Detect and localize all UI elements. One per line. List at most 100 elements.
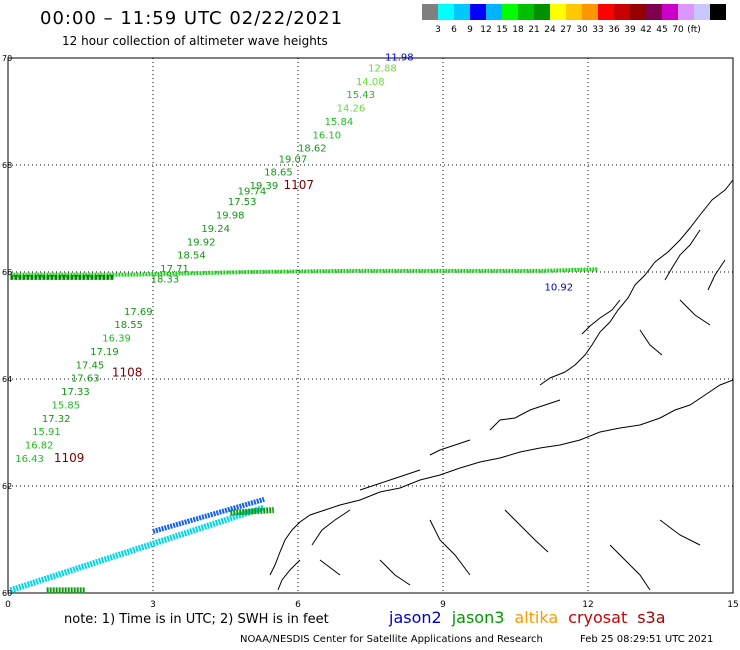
coastline bbox=[269, 179, 734, 591]
scale-label: 9 bbox=[467, 25, 473, 35]
note-text: note: 1) Time is in UTC; 2) SWH is in fe… bbox=[64, 612, 329, 627]
scale-swatch bbox=[534, 4, 550, 20]
scale-label: 42 bbox=[640, 25, 652, 35]
coastline-segment bbox=[311, 509, 351, 546]
coastline-segment bbox=[277, 559, 301, 591]
track-value-label: 12.88 bbox=[368, 63, 397, 74]
track-value-label: 18.55 bbox=[114, 320, 143, 331]
coastline-segment bbox=[664, 229, 701, 281]
scale-swatch bbox=[486, 4, 502, 20]
track-value-label: 18.65 bbox=[264, 168, 293, 179]
track-value-label: 1109 bbox=[54, 451, 85, 465]
track-horizontal bbox=[10, 267, 598, 277]
footer-credit: NOAA/NESDIS Center for Satellite Applica… bbox=[240, 634, 543, 645]
scale-label: 12 bbox=[480, 25, 492, 35]
legend-cryosat: cryosat bbox=[568, 608, 628, 627]
scale-swatch bbox=[566, 4, 582, 20]
track-value-label: 1108 bbox=[112, 365, 143, 379]
scale-swatch bbox=[646, 4, 662, 20]
scale-label: 33 bbox=[592, 25, 604, 35]
satellite-tracks bbox=[9, 267, 598, 594]
track-value-label: 19.07 bbox=[279, 154, 308, 165]
track-value-label: 19.24 bbox=[201, 224, 230, 235]
scale-swatch bbox=[694, 4, 710, 20]
track-value-label: 16.82 bbox=[25, 441, 54, 452]
axis-ticks: 0 3 6 9 12 15 70 68 66 64 62 60 bbox=[2, 54, 739, 610]
track-value-label: 15.84 bbox=[325, 117, 354, 128]
map-title: 00:00 – 11:59 UTC 02/22/2021 bbox=[40, 8, 344, 29]
y-tick-label: 66 bbox=[2, 268, 12, 277]
track-value-label: 17.63 bbox=[71, 374, 100, 385]
footer-timestamp: Feb 25 08:29:51 UTC 2021 bbox=[580, 634, 714, 645]
scale-label: 27 bbox=[560, 25, 572, 35]
satellite-legend: jason2 jason3 altika cryosat s3a bbox=[389, 608, 676, 627]
scale-swatch bbox=[438, 4, 454, 20]
legend-jason3: jason3 bbox=[451, 608, 505, 627]
track-value-label: 1107 bbox=[284, 178, 315, 192]
x-tick-label: 6 bbox=[295, 600, 301, 610]
coastline-segment bbox=[269, 379, 734, 576]
x-tick-label: 9 bbox=[440, 600, 446, 610]
track-value-label: 16.43 bbox=[15, 454, 44, 465]
track-value-label: 10.92 bbox=[545, 283, 574, 294]
coastline-segment bbox=[639, 329, 663, 356]
x-tick-label: 15 bbox=[727, 600, 738, 610]
track-value-label: 19.98 bbox=[216, 211, 245, 222]
scale-label: 70 bbox=[672, 25, 684, 35]
scale-label: 3 bbox=[435, 25, 441, 35]
scale-swatch bbox=[630, 4, 646, 20]
coastline-segment bbox=[429, 519, 471, 576]
coastline-segment bbox=[539, 179, 734, 386]
scale-label: 39 bbox=[624, 25, 636, 35]
coastline-segment bbox=[489, 399, 561, 431]
y-tick-label: 68 bbox=[2, 161, 12, 170]
scale-label: 15 bbox=[496, 25, 508, 35]
track-value-label: 19.74 bbox=[238, 186, 267, 197]
scale-label: 6 bbox=[451, 25, 457, 35]
track-value-label: 15.91 bbox=[32, 427, 61, 438]
track-value-label: 17.71 bbox=[160, 264, 189, 275]
track-value-label: 14.26 bbox=[337, 104, 366, 115]
x-tick-label: 12 bbox=[582, 600, 593, 610]
legend-s3a: s3a bbox=[637, 608, 666, 627]
map-subtitle: 12 hour collection of altimeter wave hei… bbox=[62, 34, 328, 48]
legend-jason2: jason2 bbox=[389, 608, 442, 627]
track-value-label: 16.10 bbox=[313, 130, 342, 141]
coastline-segment bbox=[707, 259, 726, 291]
scale-swatch bbox=[662, 4, 678, 20]
track-value-label: 17.32 bbox=[42, 414, 71, 425]
scale-label: 24 bbox=[544, 25, 556, 35]
scale-swatch bbox=[598, 4, 614, 20]
scale-label: 30 bbox=[576, 25, 588, 35]
coastline-segment bbox=[379, 559, 411, 586]
plot-frame bbox=[7, 57, 734, 594]
coastline-segment bbox=[429, 439, 471, 456]
coastline-segment bbox=[679, 299, 711, 326]
grid-lines bbox=[7, 57, 734, 594]
track-value-label: 16.39 bbox=[102, 334, 131, 345]
scale-swatch bbox=[550, 4, 566, 20]
scale-label: 36 bbox=[608, 25, 620, 35]
scale-swatch bbox=[614, 4, 630, 20]
track-diagonal-south-blue bbox=[152, 496, 265, 534]
y-tick-label: 64 bbox=[2, 375, 12, 384]
scale-swatch bbox=[422, 4, 438, 20]
scale-swatch bbox=[710, 4, 726, 20]
track-value-label: 18.62 bbox=[298, 144, 327, 155]
y-tick-label: 60 bbox=[2, 589, 12, 598]
scale-swatch bbox=[678, 4, 694, 20]
legend-altika: altika bbox=[514, 608, 559, 627]
scale-swatch bbox=[502, 4, 518, 20]
x-tick-label: 3 bbox=[150, 600, 156, 610]
scale-unit: (ft) bbox=[687, 25, 701, 35]
scale-label: 21 bbox=[528, 25, 540, 35]
track-value-label: 17.33 bbox=[61, 387, 90, 398]
coastline-segment bbox=[504, 509, 549, 553]
scale-label: 18 bbox=[512, 25, 524, 35]
track-value-label: 14.08 bbox=[356, 77, 385, 88]
track-value-label: 19.92 bbox=[187, 237, 216, 248]
track-value-label: 17.53 bbox=[228, 197, 257, 208]
track-value-label: 11.98 bbox=[385, 53, 414, 64]
